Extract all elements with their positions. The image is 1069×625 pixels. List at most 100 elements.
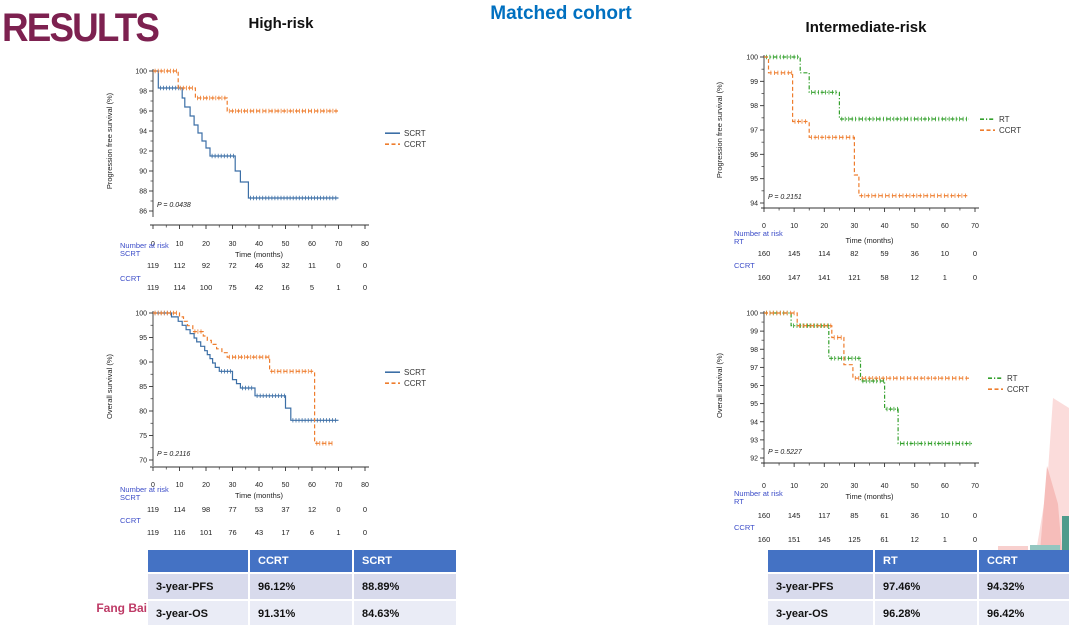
y-axis: 94 95 96 97 98 99 100 Progression free survival…: [715, 55, 765, 209]
series-SCRT: [153, 70, 339, 199]
svg-text:30: 30: [851, 223, 859, 230]
table-row-os-cell: 84.63%: [354, 601, 456, 625]
at-risk-value: 0: [363, 528, 367, 537]
svg-text:95: 95: [750, 401, 758, 408]
censor-marks-RT: [766, 54, 967, 122]
svg-text:97: 97: [750, 128, 758, 135]
svg-text:Number at risk: Number at risk: [120, 485, 169, 494]
x-axis-label: Time (months): [845, 236, 894, 245]
at-risk-value: 151: [788, 535, 801, 544]
at-risk-value: 147: [788, 273, 801, 282]
svg-text:95: 95: [139, 335, 147, 342]
at-risk-value: 0: [973, 511, 977, 520]
at-risk-row-label: CCRT: [120, 274, 141, 283]
y-axis-label: Overall survival (%): [105, 353, 114, 419]
at-risk-row-label: CCRT: [734, 261, 755, 270]
at-risk-value: 1: [943, 273, 947, 282]
svg-text:95: 95: [750, 176, 758, 183]
series-CCRT: [153, 312, 334, 444]
svg-text:90: 90: [139, 169, 147, 176]
p-value: P = 0.2151: [768, 194, 802, 201]
high-risk-heading: High-risk: [248, 15, 314, 32]
at-risk-value: 0: [363, 261, 367, 270]
at-risk-value: 10: [941, 249, 949, 258]
at-risk-value: 16: [281, 283, 289, 292]
svg-text:0: 0: [762, 483, 766, 490]
at-risk-value: 82: [850, 249, 858, 258]
at-risk-value: 59: [880, 249, 888, 258]
at-risk-value: 37: [281, 505, 289, 514]
svg-text:CCRT: CCRT: [404, 140, 426, 149]
svg-text:60: 60: [308, 241, 316, 248]
table-row-os-cell: 96.42%: [979, 601, 1069, 625]
svg-text:100: 100: [135, 311, 147, 318]
svg-text:10: 10: [790, 483, 798, 490]
results-heading: RESULTS: [2, 6, 160, 50]
at-risk-value: 98: [202, 505, 210, 514]
y-axis: 86 88 90 92 94 96 98 100 Progression free surviv…: [105, 69, 154, 217]
at-risk-value: 11: [308, 261, 316, 270]
svg-text:50: 50: [911, 483, 919, 490]
svg-text:86: 86: [139, 209, 147, 216]
at-risk-value: 72: [228, 261, 236, 270]
at-risk-value: 10: [941, 511, 949, 520]
y-axis-label: Overall survival (%): [715, 352, 724, 418]
table-header-cell: RT: [875, 550, 977, 572]
at-risk-value: 160: [758, 249, 771, 258]
svg-text:88: 88: [139, 189, 147, 196]
at-risk-value: 141: [818, 273, 831, 282]
at-risk-value: 112: [174, 261, 186, 270]
svg-text:100: 100: [135, 69, 147, 76]
svg-text:60: 60: [308, 482, 316, 489]
at-risk-value: 12: [308, 505, 316, 514]
svg-text:20: 20: [202, 482, 210, 489]
at-risk-value: 85: [850, 511, 858, 520]
svg-text:30: 30: [851, 483, 859, 490]
svg-text:20: 20: [820, 223, 828, 230]
svg-text:99: 99: [750, 329, 758, 336]
svg-text:40: 40: [881, 483, 889, 490]
table-header-cell: SCRT: [354, 550, 456, 572]
svg-text:10: 10: [790, 223, 798, 230]
censor-marks-CCRT: [154, 68, 337, 114]
svg-text:70: 70: [335, 241, 343, 248]
series-RT: [764, 56, 969, 120]
author-name: Fang Bai: [96, 601, 147, 615]
at-risk-value: 100: [200, 283, 213, 292]
table-header-cell: CCRT: [250, 550, 352, 572]
at-risk-value: 160: [758, 535, 771, 544]
at-risk-value: 36: [911, 511, 919, 520]
censor-marks-SCRT: [160, 85, 337, 201]
svg-text:92: 92: [139, 149, 147, 156]
table-row-pfs-cell: 97.46%: [875, 574, 977, 599]
svg-text:75: 75: [139, 433, 147, 440]
at-risk-value: 92: [202, 261, 210, 270]
y-axis-label: Progression free survival (%): [715, 81, 724, 178]
svg-text:100: 100: [746, 311, 758, 318]
x-axis: 0 10 20 30 40 50 60 70 80 Time (months): [150, 224, 369, 259]
at-risk-value: 114: [174, 283, 186, 292]
at-risk-value: 0: [363, 505, 367, 514]
x-axis: 0 10 20 30 40 50 60 70 Time (months): [761, 462, 979, 501]
svg-text:20: 20: [820, 483, 828, 490]
table-header-cell: [768, 550, 873, 572]
intermediate-risk-heading: Intermediate-risk: [805, 19, 927, 36]
table-row-os-cell: 91.31%: [250, 601, 352, 625]
series-RT: [764, 312, 972, 445]
at-risk-value: 116: [174, 528, 186, 537]
at-risk-row-label: CCRT: [734, 523, 755, 532]
svg-text:80: 80: [361, 241, 369, 248]
legend: SCRT CCRT: [385, 368, 426, 388]
p-value: P = 0.0438: [157, 202, 191, 209]
svg-text:10: 10: [176, 241, 184, 248]
svg-text:SCRT: SCRT: [404, 368, 426, 377]
at-risk-value: 1: [336, 283, 340, 292]
at-risk-row-label: SCRT: [120, 493, 141, 502]
y-axis: 92 93 94 95 96 97 98 99 100 Overall survival (%): [715, 311, 765, 464]
table-row-pfs-cell: 3-year-PFS: [148, 574, 248, 599]
at-risk-row-label: RT: [734, 237, 744, 246]
